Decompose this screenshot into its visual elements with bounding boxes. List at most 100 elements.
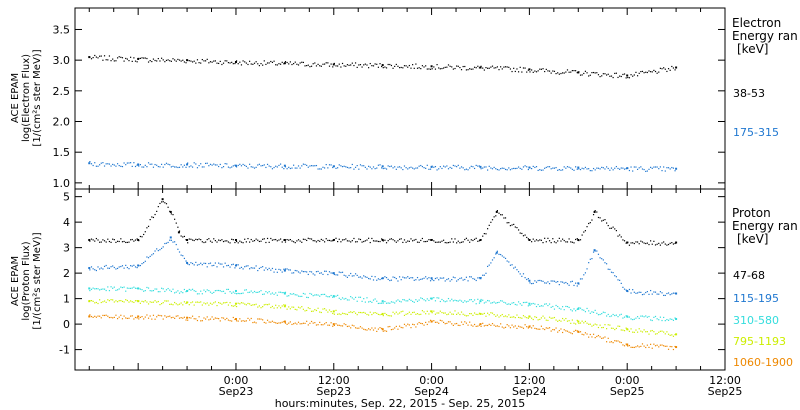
data-point: [185, 239, 187, 241]
data-point: [169, 315, 171, 317]
x-tick-label-date: Sep25: [610, 385, 645, 398]
data-point: [506, 316, 508, 318]
data-point: [576, 72, 578, 74]
data-point: [615, 276, 617, 278]
data-point: [180, 302, 182, 304]
data-point: [464, 314, 466, 316]
data-point: [498, 316, 500, 318]
data-point: [376, 167, 378, 169]
data-point: [584, 70, 587, 72]
data-point: [619, 325, 621, 327]
data-point: [446, 322, 448, 324]
data-point: [209, 291, 212, 293]
data-point: [283, 320, 286, 323]
data-point: [257, 269, 259, 272]
data-point: [293, 63, 295, 65]
data-point: [539, 279, 541, 282]
data-point: [343, 65, 345, 67]
data-point: [335, 274, 337, 276]
data-point: [565, 241, 567, 243]
data-point: [306, 309, 308, 312]
data-point: [610, 167, 613, 169]
data-point: [265, 267, 267, 269]
data-point: [169, 289, 171, 291]
data-point: [252, 321, 254, 324]
data-point: [201, 304, 203, 306]
data-point: [557, 72, 559, 74]
data-point: [586, 226, 588, 228]
data-point: [547, 304, 549, 307]
data-point: [469, 299, 471, 301]
data-point: [537, 328, 539, 330]
data-point: [296, 63, 298, 65]
data-point: [664, 345, 666, 347]
data-point: [208, 262, 210, 265]
data-point: [408, 64, 410, 67]
data-point: [408, 167, 410, 169]
data-point: [128, 162, 130, 164]
data-point: [123, 286, 125, 288]
data-point: [327, 324, 329, 326]
data-point: [646, 242, 648, 244]
data-point: [410, 277, 412, 279]
data-point: [337, 274, 339, 276]
data-point: [408, 277, 410, 279]
data-point: [413, 67, 415, 69]
data-point: [537, 169, 539, 172]
data-point: [103, 55, 106, 57]
data-point: [672, 67, 675, 69]
data-point: [547, 70, 549, 72]
data-point: [425, 313, 427, 315]
data-point: [535, 239, 538, 241]
data-point: [130, 265, 132, 267]
electron-ylabel-line-1: ACE EPAM: [10, 73, 21, 123]
data-point: [335, 65, 337, 67]
data-point: [667, 319, 670, 321]
data-point: [575, 166, 577, 168]
data-point: [524, 67, 526, 69]
data-point: [201, 320, 203, 322]
data-point: [653, 240, 655, 242]
data-point: [162, 288, 164, 290]
data-point: [623, 288, 626, 290]
data-point: [561, 306, 564, 308]
data-point: [92, 164, 94, 167]
data-point: [301, 241, 303, 243]
data-point: [99, 164, 101, 166]
data-point: [159, 166, 161, 168]
data-point: [420, 313, 422, 315]
data-point: [531, 283, 533, 285]
data-point: [467, 324, 469, 326]
data-point: [286, 238, 288, 241]
data-point: [550, 317, 552, 319]
data-point: [325, 163, 327, 166]
data-point: [619, 234, 621, 236]
y-tick-label: 3.0: [53, 54, 71, 67]
data-point: [561, 238, 564, 240]
data-point: [573, 242, 575, 244]
data-point: [186, 238, 189, 241]
data-point: [216, 62, 218, 64]
data-point: [332, 295, 335, 298]
data-point: [636, 331, 639, 333]
data-point: [389, 238, 391, 240]
x-tick-label-date: Sep23: [316, 385, 351, 398]
data-point: [343, 274, 345, 276]
data-point: [511, 302, 513, 304]
data-point: [479, 165, 482, 168]
data-point: [271, 267, 274, 270]
data-point: [157, 300, 159, 303]
data-point: [369, 329, 371, 331]
data-point: [270, 166, 272, 168]
data-point: [503, 301, 505, 303]
data-point: [353, 275, 355, 277]
data-point: [94, 302, 96, 304]
data-point: [504, 302, 507, 304]
data-point: [137, 315, 140, 318]
data-point: [456, 280, 458, 282]
data-point: [237, 242, 239, 244]
data-point: [193, 290, 195, 292]
data-point: [286, 308, 288, 310]
data-point: [340, 298, 342, 301]
data-point: [475, 67, 477, 69]
